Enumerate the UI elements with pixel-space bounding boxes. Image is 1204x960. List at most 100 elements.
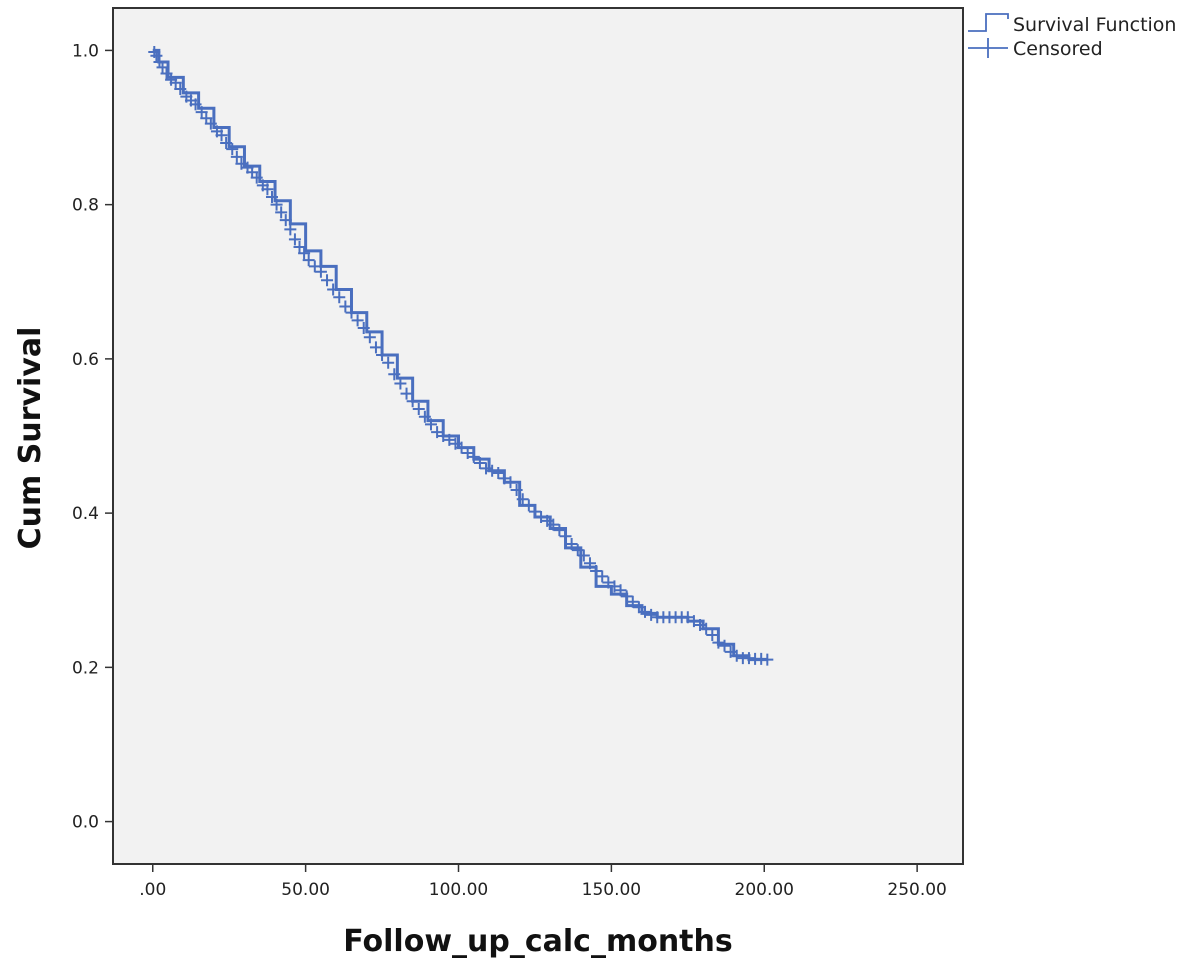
censored-marker [694,618,707,631]
censored-marker [204,117,217,130]
censored-marker [357,322,370,335]
censored-marker [492,467,505,480]
censored-marker [270,198,283,211]
x-tick-label: .00 [139,880,166,900]
x-tick-label: 200.00 [735,880,794,900]
legend-label-survival-function: Survival Function [1013,14,1176,36]
y-tick-label: 0.8 [72,196,99,216]
legend: Survival Function Censored [968,13,1176,60]
censored-marker [565,537,578,550]
y-tick-label: 0.2 [72,658,99,678]
x-tick-label: 100.00 [429,880,488,900]
censored-marker [265,190,278,203]
censored-marker [220,136,233,149]
y-tick-label: 0.0 [72,813,99,833]
x-tick-label: 150.00 [582,880,641,900]
censored-marker [645,608,658,621]
x-axis-title: Follow_up_calc_months [343,924,733,959]
censored-marker [156,61,169,74]
censored-marker [443,433,456,446]
censored-marker [626,595,639,608]
censored-marker [235,157,248,170]
censored-marker [571,544,584,557]
censored-marker [583,557,596,570]
censored-marker [620,590,633,603]
censored-marker [455,441,468,454]
censored-marker [174,82,187,95]
y-axis: 0.0 0.2 0.4 0.6 0.8 1.0 [72,41,113,833]
censored-marker [298,247,311,260]
censored-marker [293,241,306,254]
censored-marker [412,403,425,416]
legend-survival-function-icon [968,13,1009,32]
censored-marker [473,456,486,469]
censored-marker [712,636,725,649]
censored-marker [437,430,450,442]
censored-marker [261,183,274,196]
censored-marker [510,483,523,496]
censored-marker [608,580,621,593]
censored-marker [718,639,731,652]
y-tick-label: 0.6 [72,350,99,370]
censored-marker [706,628,719,641]
censored-marker [541,514,554,527]
censored-marker [730,649,743,662]
censored-marker [528,505,541,518]
censored-marker [333,291,346,304]
censored-marker [288,233,301,246]
censored-marker [314,265,327,278]
censored-marker [302,254,315,267]
censored-marker [486,464,499,477]
censored-marker [388,368,401,381]
censored-marker [461,446,474,459]
censored-marker [480,462,493,475]
censored-marker [394,377,407,390]
censored-marker [345,306,358,319]
y-axis-title: Cum Survival [13,327,48,550]
censored-marker [327,283,340,296]
censored-marker [681,611,694,624]
censored-marker [498,472,511,485]
censored-marker [700,622,713,635]
censored-marker [250,171,263,184]
censored-marker [169,76,182,89]
censored-marker [195,106,208,119]
censored-marker [516,493,529,506]
censored-marker [284,223,297,236]
x-tick-label: 250.00 [887,880,946,900]
censored-marker [369,341,382,354]
x-tick-label: 50.00 [281,880,330,900]
censored-marker [467,450,480,463]
x-axis: .00 50.00 100.00 150.00 200.00 250.00 [139,864,947,900]
censored-marker [339,300,352,313]
censored-marker [724,645,737,658]
censored-marker [590,564,603,577]
censored-marker [275,206,288,219]
censored-marker [400,387,413,400]
censored-marker [351,314,364,327]
y-tick-label: 0.4 [72,504,99,524]
censored-marker [449,437,462,450]
censored-marker [504,476,517,489]
censored-marker [230,150,243,163]
censored-marker [363,331,376,344]
censored-marker [547,518,560,531]
censored-marker [226,143,239,156]
censored-marker [639,605,652,618]
censored-marker [614,584,627,597]
plot-area [112,7,964,865]
censored-marker [602,576,615,589]
censored-marker [522,499,535,512]
censored-marker [376,349,389,362]
censored-marker [559,530,572,543]
censored-marker [761,653,774,666]
legend-censored-icon [968,38,1008,58]
censored-marker [535,510,548,523]
y-tick-label: 1.0 [72,41,99,61]
censored-marker [189,98,202,111]
censored-marker [596,570,609,583]
censored-marker [418,410,431,423]
censored-marker [632,601,645,614]
legend-label-censored: Censored [1013,38,1103,60]
